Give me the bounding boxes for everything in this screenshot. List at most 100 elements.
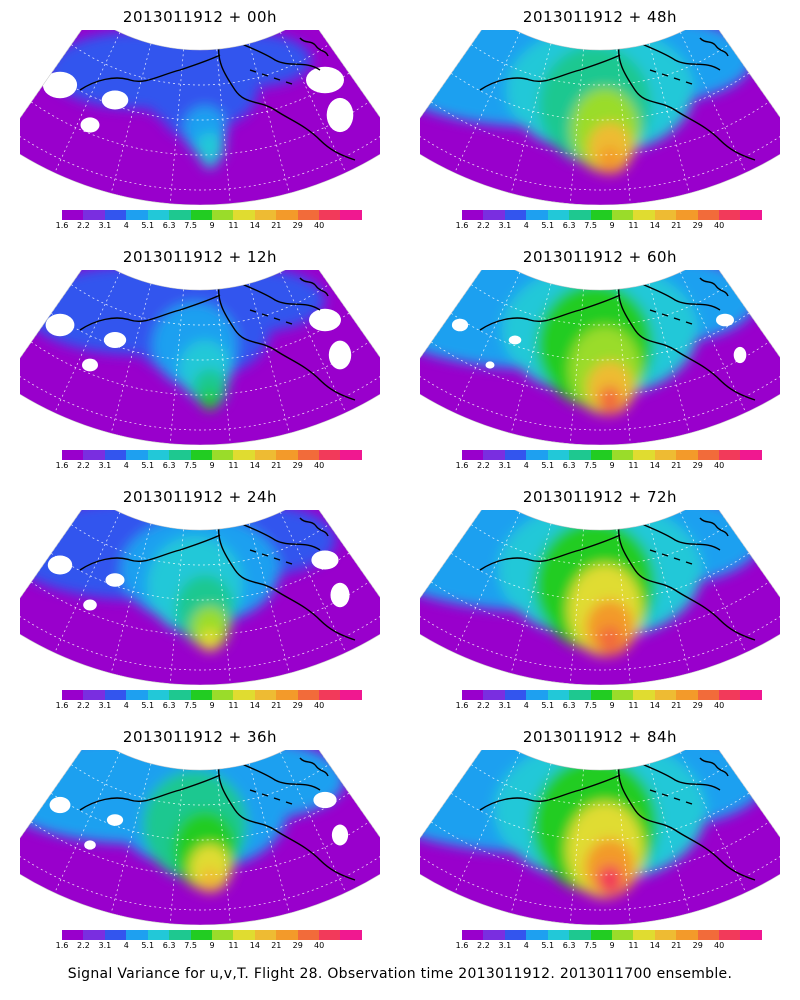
panel-title: 2013011912 + 12h <box>122 248 278 266</box>
colorbar-tick-label: 11 <box>228 941 239 950</box>
colorbar-segment <box>483 930 505 940</box>
colorbar-segment <box>462 930 484 940</box>
colorbar-tick-label: 14 <box>649 461 660 470</box>
colorbar-tick-label: 3.1 <box>98 461 112 470</box>
colorbar-tick-label: 5.1 <box>141 701 155 710</box>
colorbar-tick-label: 1.6 <box>55 941 69 950</box>
colorbar-segment <box>104 450 127 460</box>
colorbar-segment <box>190 690 212 700</box>
colorbar-segment <box>126 690 148 700</box>
colorbar-tick-label: 9 <box>209 941 215 950</box>
colorbar-segment <box>340 930 362 940</box>
colorbar-segment <box>633 210 655 220</box>
colorbar <box>62 930 362 940</box>
colorbar-tick-label: 29 <box>692 701 703 710</box>
colorbar-tick-label: 2.2 <box>477 221 490 230</box>
colorbar-segment <box>276 930 298 940</box>
colorbar-tick-label: 21 <box>271 701 282 710</box>
colorbar-segment <box>611 210 634 220</box>
colorbar-segment <box>547 690 570 700</box>
colorbar-tick-label: 14 <box>249 701 260 710</box>
colorbar-tick-label: 21 <box>271 461 282 470</box>
variance-contour <box>195 132 225 164</box>
colorbar-segment <box>190 930 212 940</box>
colorbar-segment <box>697 210 720 220</box>
colorbar-tick-label: 2.2 <box>477 461 490 470</box>
colorbar-tick-label: 11 <box>628 221 639 230</box>
colorbar-segment <box>654 690 677 700</box>
colorbar-segment <box>126 450 148 460</box>
colorbar-segment <box>547 450 570 460</box>
colorbar-segment <box>147 450 170 460</box>
colorbar-tick-label: 11 <box>228 701 239 710</box>
colorbar-segment <box>211 450 234 460</box>
colorbar-segment <box>526 210 548 220</box>
colorbar-tick-label: 6.3 <box>562 941 576 950</box>
colorbar-segment <box>340 450 362 460</box>
colorbar-tick-label: 11 <box>228 461 239 470</box>
colorbar-tick-label: 3.1 <box>98 221 112 230</box>
colorbar-tick-label: 7.5 <box>584 701 597 710</box>
colorbar-segment <box>319 450 341 460</box>
colorbar-segment <box>211 690 234 700</box>
colorbar-tick-label: 21 <box>671 461 682 470</box>
colorbar-segment <box>697 450 720 460</box>
colorbar-tick-label: 2.2 <box>77 941 90 950</box>
colorbar-segment <box>590 690 612 700</box>
colorbar-segment <box>319 210 341 220</box>
colorbar-tick-label: 4 <box>123 701 129 710</box>
variance-contour <box>598 147 622 173</box>
colorbar-segment <box>104 210 127 220</box>
colorbar-tick-label: 21 <box>671 221 682 230</box>
colorbar-segment <box>233 690 255 700</box>
colorbar-segment <box>211 930 234 940</box>
colorbar-tick-label: 2.2 <box>77 701 90 710</box>
colorbar-tick-label: 1.6 <box>55 701 69 710</box>
map-outline <box>20 30 380 205</box>
colorbar-tick-label: 3.1 <box>498 461 512 470</box>
colorbar-segment <box>319 690 341 700</box>
variance-map <box>20 750 380 925</box>
colorbar-segment <box>62 210 84 220</box>
colorbar-segment <box>297 450 320 460</box>
colorbar-tick-label: 1.6 <box>455 701 469 710</box>
colorbar-tick-label: 1.6 <box>455 221 469 230</box>
colorbar-segment <box>740 930 762 940</box>
colorbar-labels: 1.6 2.2 3.1 4 5.1 6.3 7.5 9 11 14 21 29 40 <box>456 221 776 233</box>
colorbar-tick-label: 21 <box>671 701 682 710</box>
colorbar-tick-label: 4 <box>123 221 129 230</box>
colorbar-segment <box>569 690 591 700</box>
colorbar-tick-label: 9 <box>609 941 615 950</box>
colorbar-segment <box>254 210 277 220</box>
colorbar-segment <box>169 930 191 940</box>
colorbar-segment <box>169 210 191 220</box>
variance-contour <box>598 386 622 414</box>
colorbar-segment <box>676 930 698 940</box>
colorbar-tick-label: 2.2 <box>477 941 490 950</box>
colorbar-segment <box>126 210 148 220</box>
variance-map <box>420 30 780 205</box>
colorbar-tick-label: 7.5 <box>584 941 597 950</box>
colorbar-segment <box>740 690 762 700</box>
map-outline <box>20 510 380 685</box>
colorbar <box>462 450 762 460</box>
colorbar-tick-label: 40 <box>714 461 725 470</box>
panel-title: 2013011912 + 00h <box>122 8 278 26</box>
colorbar-segment <box>654 210 677 220</box>
colorbar-tick-label: 6.3 <box>562 701 576 710</box>
colorbar-segment <box>297 210 320 220</box>
colorbar-segment <box>276 450 298 460</box>
colorbar-tick-label: 14 <box>249 941 260 950</box>
colorbar-segment <box>83 690 105 700</box>
colorbar-tick-label: 14 <box>649 941 660 950</box>
colorbar-tick-label: 1.6 <box>455 941 469 950</box>
colorbar-tick-label: 5.1 <box>141 221 155 230</box>
colorbar-segment <box>104 930 127 940</box>
colorbar-segment <box>590 930 612 940</box>
colorbar-segment <box>190 450 212 460</box>
colorbar-tick-label: 11 <box>628 941 639 950</box>
colorbar-segment <box>590 210 612 220</box>
colorbar-segment <box>633 450 655 460</box>
variance-map <box>420 510 780 685</box>
colorbar-tick-label: 4 <box>523 221 529 230</box>
